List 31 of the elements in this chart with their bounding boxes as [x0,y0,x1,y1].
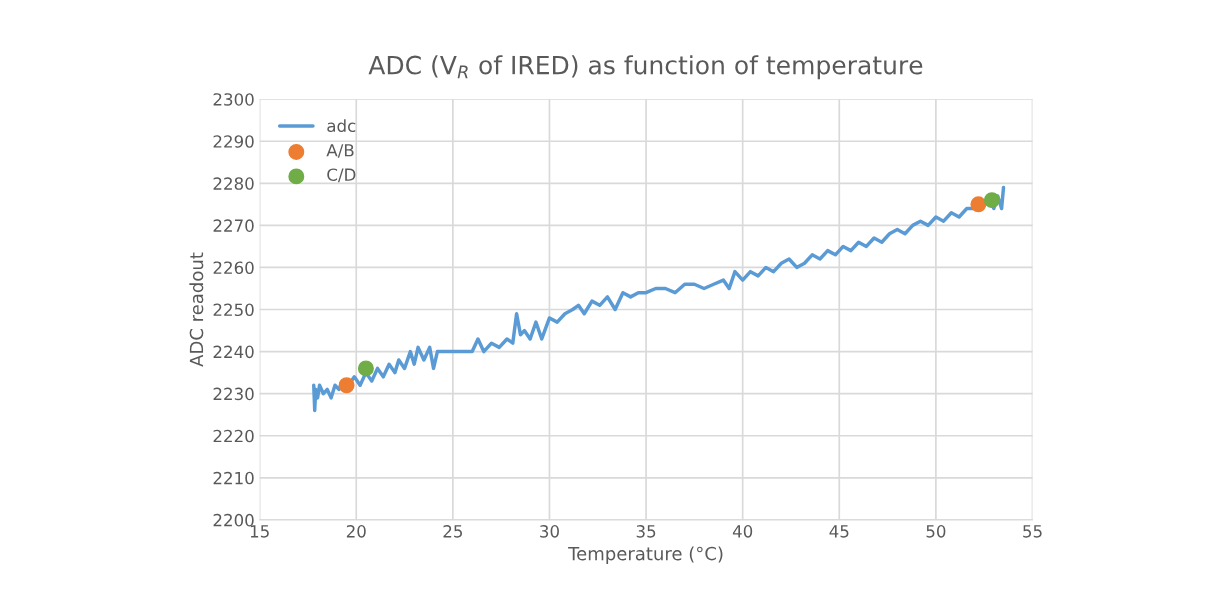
point [338,377,355,394]
x-axis-title: Temperature (°C) [568,546,723,564]
x-tick-label: 40 [732,525,753,538]
legend-label: C/D [327,168,356,183]
point [357,360,374,377]
y-tick-label: 2250 [213,303,254,317]
y-tick-label: 2260 [213,261,254,275]
point [970,196,987,213]
line-series [312,185,1006,413]
y-tick-label: 2200 [213,513,254,527]
legend-label: adc [327,119,356,133]
y-tick-label: 2240 [213,345,254,359]
point [983,192,1000,209]
x-tick-label: 50 [926,525,946,538]
x-tick-label: 30 [540,525,559,538]
x-tick-label: 55 [1023,525,1042,538]
x-tick-label: 25 [443,525,463,538]
y-tick-label: 2300 [213,93,254,106]
y-tick-label: 2270 [213,219,254,232]
y-tick-label: 2210 [213,471,254,485]
x-tick-label: 15 [250,525,269,538]
legend-label: A/B [326,144,354,158]
x-tick-label: 45 [829,525,849,538]
y-tick-label: 2290 [213,135,254,148]
y-axis-title: ADC readout [189,252,204,367]
y-tick-label: 2280 [213,177,254,190]
chart-title: ADC (V$_{R}$ of IRED) as function of temperature [368,55,923,80]
y-tick-label: 2220 [213,429,254,443]
x-tick-label: 20 [346,525,366,538]
y-tick-label: 2230 [213,387,254,401]
x-tick-label: 35 [636,525,656,538]
